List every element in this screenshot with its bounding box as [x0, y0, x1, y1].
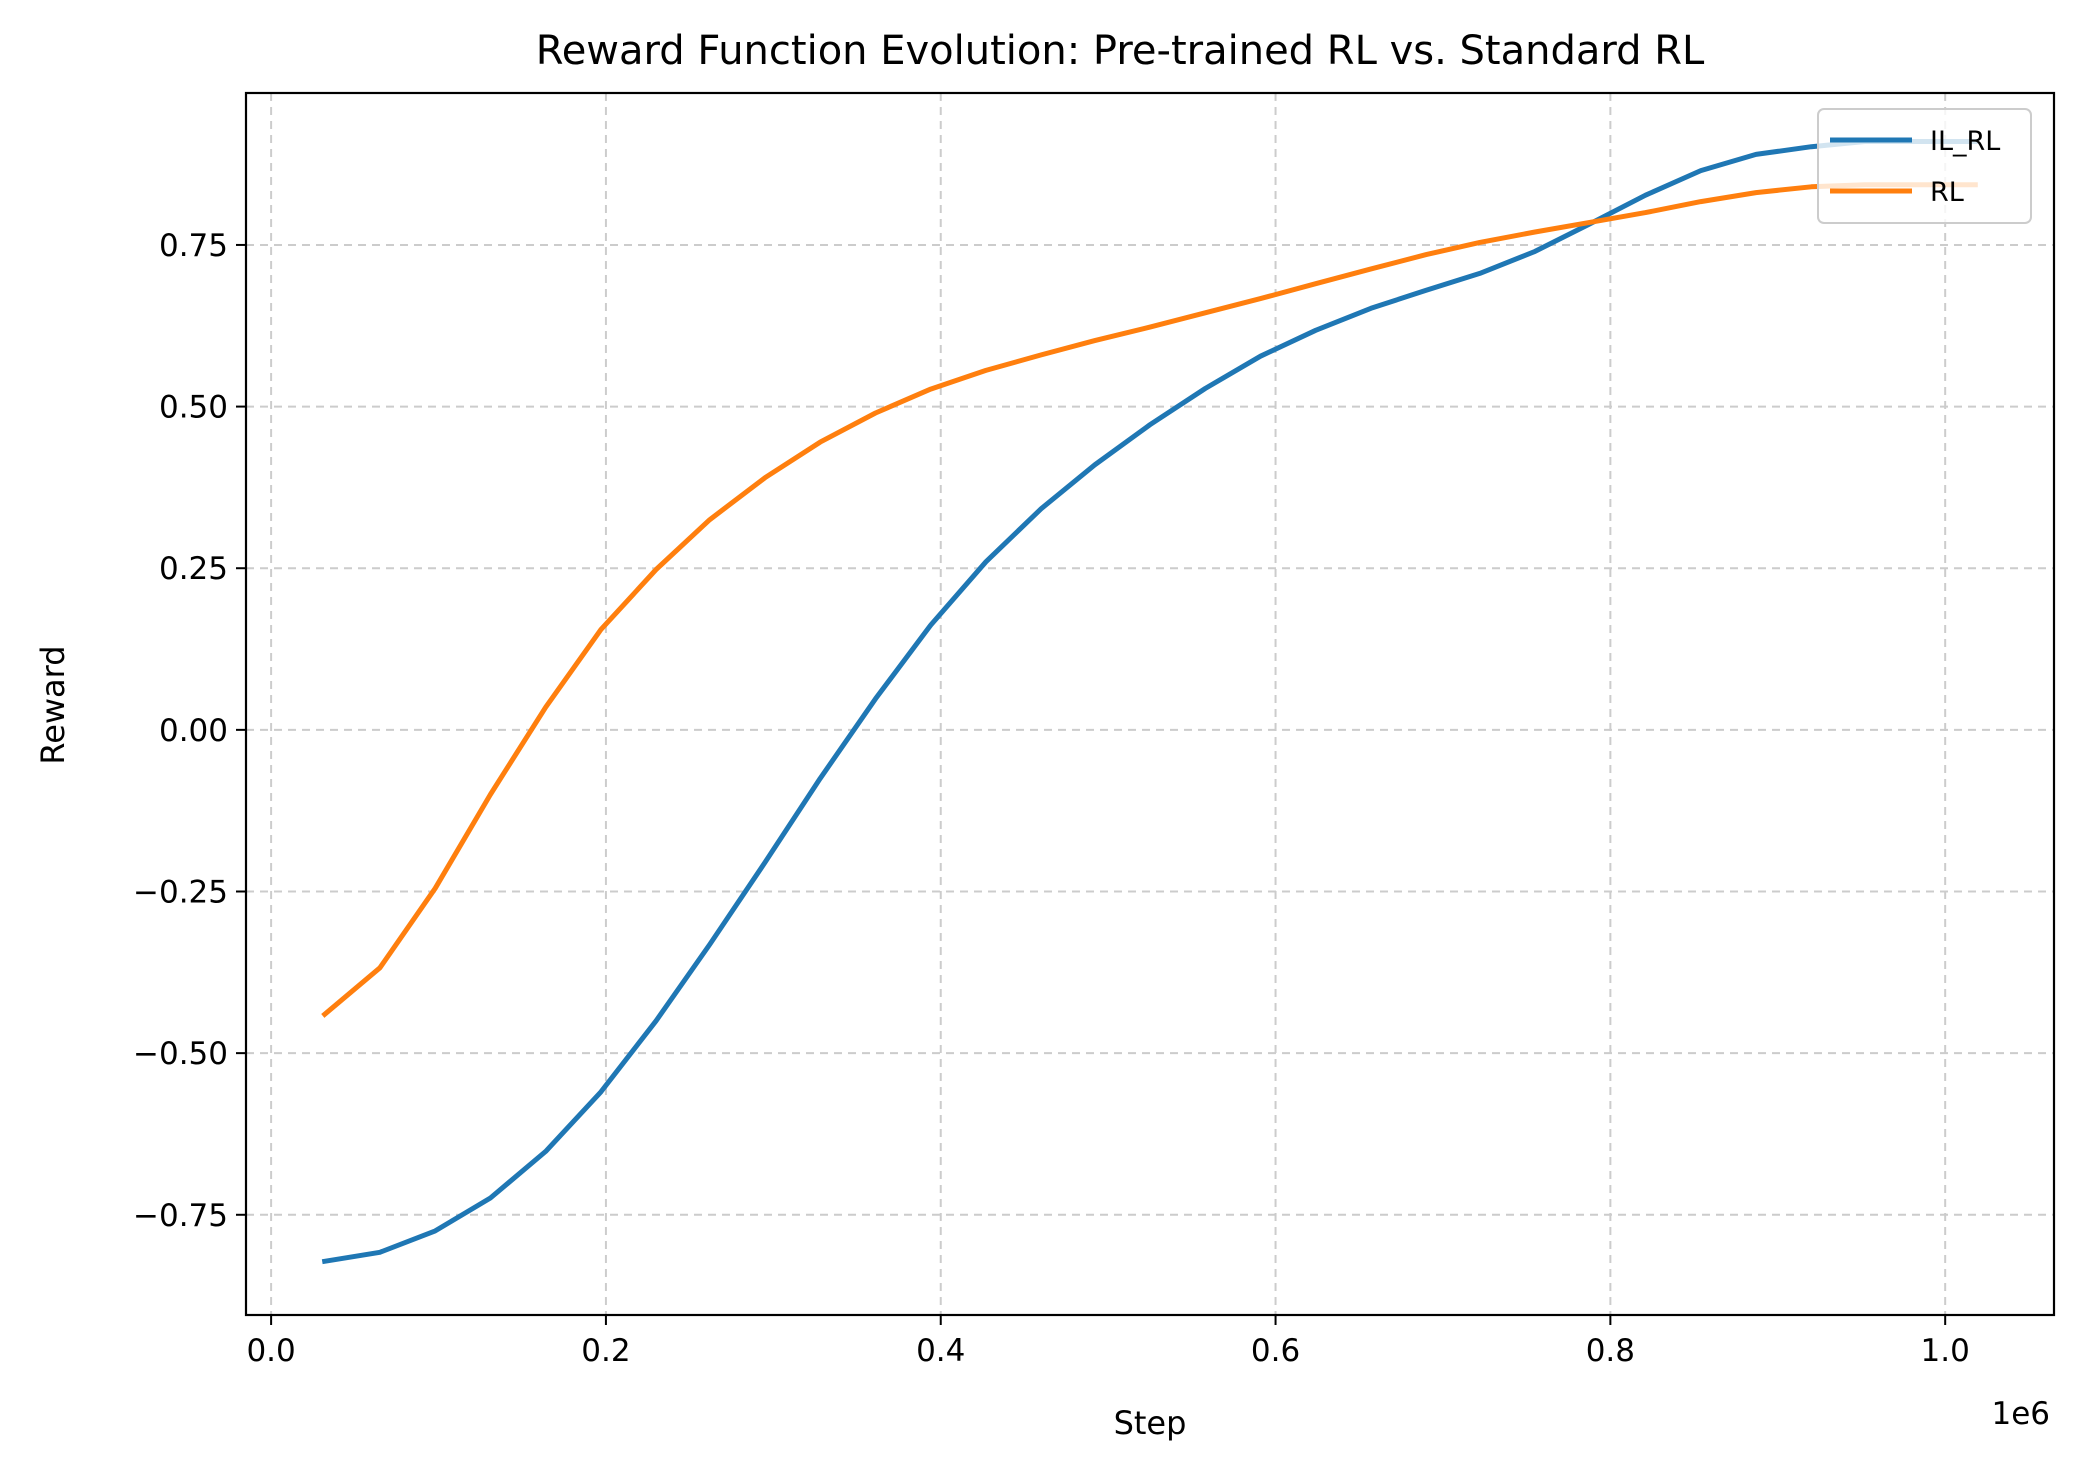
- x-tick-label: 0.6: [1251, 1333, 1300, 1369]
- y-tick-label: 0.25: [159, 551, 228, 587]
- y-tick-label: 0.00: [159, 713, 228, 749]
- axis-ticks: 0.0 0.2 0.4 0.6 0.8 1.0 −0.75 −0.50 −0.25 0.00 0.2…: [133, 228, 1970, 1369]
- y-tick-label: 0.75: [159, 228, 228, 264]
- x-axis-offset-label: 1e6: [1991, 1396, 2050, 1432]
- plot-frame: [244, 91, 2056, 1317]
- x-tick-label: 0.4: [916, 1333, 965, 1369]
- y-axis-label: Reward: [34, 645, 72, 764]
- x-axis-label: Step: [1114, 1404, 1187, 1442]
- chart-title: Reward Function Evolution: Pre-trained R…: [536, 28, 1705, 74]
- series-line-rl: [321, 182, 1978, 1018]
- y-tick-label: −0.50: [133, 1036, 228, 1072]
- legend-label-il-rl: IL_RL: [1930, 126, 2000, 157]
- series-lines: [321, 139, 1978, 1265]
- x-tick-label: 0.0: [246, 1333, 295, 1369]
- legend-label-rl: RL: [1930, 177, 1964, 208]
- series-line-il-rl: [321, 139, 1978, 1265]
- y-tick-label: −0.75: [133, 1198, 228, 1234]
- x-tick-label: 0.2: [581, 1333, 630, 1369]
- x-tick-label: 0.8: [1586, 1333, 1635, 1369]
- y-tick-label: 0.50: [159, 390, 228, 426]
- x-tick-label: 1.0: [1921, 1333, 1970, 1369]
- legend: IL_RL RL: [1817, 108, 2032, 224]
- y-tick-label: −0.25: [133, 875, 228, 911]
